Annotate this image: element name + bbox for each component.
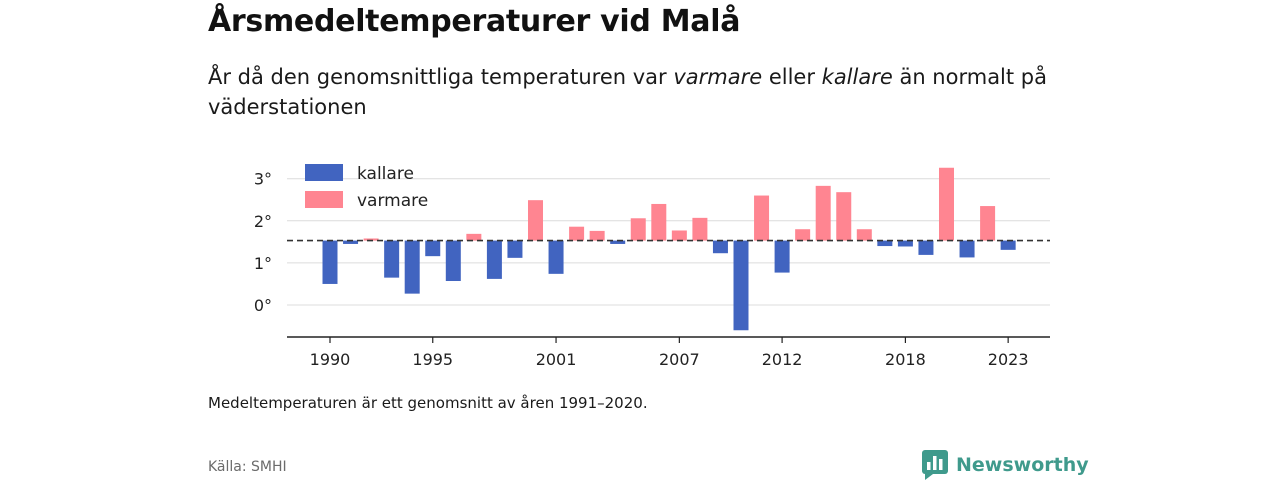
bar-2010 (733, 240, 749, 331)
subtitle-text-3: än normalt på väderstationen (208, 65, 1047, 119)
bar-2012 (774, 240, 790, 273)
bar-1994 (404, 240, 420, 294)
bar-2008 (692, 217, 708, 241)
bar-1992 (363, 238, 379, 241)
bar-2014 (815, 185, 831, 241)
bar-1998 (486, 240, 502, 279)
bar-2000 (528, 200, 543, 241)
bar-2007 (671, 230, 687, 241)
y-tick-label: 1° (254, 254, 272, 273)
x-tick-label: 2007 (659, 350, 700, 369)
bar-2019 (918, 240, 934, 255)
newsworthy-icon (922, 450, 948, 480)
footnote: Medeltemperaturen är ett genomsnitt av å… (208, 394, 648, 412)
bar-2018 (897, 240, 913, 247)
x-tick-label: 2023 (988, 350, 1029, 369)
chart-subtitle: År då den genomsnittliga temperaturen va… (208, 62, 1068, 122)
bar-1999 (507, 240, 523, 258)
bar-2002 (569, 226, 585, 241)
bar-2001 (548, 240, 564, 274)
x-tick-label: 2012 (762, 350, 803, 369)
y-tick-label: 2° (254, 212, 272, 231)
bar-2021 (959, 240, 975, 258)
bar-2022 (980, 206, 996, 241)
legend-label-warmer: varmare (357, 191, 428, 211)
y-tick-label: 3° (254, 170, 272, 189)
source-label: Källa: SMHI (208, 459, 287, 475)
bar-2023 (1000, 240, 1016, 250)
x-tick-label: 1990 (310, 350, 351, 369)
bar-1996 (445, 240, 461, 282)
bar-2016 (856, 229, 872, 241)
bar-1993 (384, 240, 400, 278)
bar-2004 (610, 240, 626, 244)
brand-name: Newsworthy (956, 454, 1089, 476)
temperature-bar-chart: 0° 1° 2° 3° 1990 1995 2001 2007 2012 2018 2023 kall… (254, 164, 1050, 369)
x-tick-label: 2018 (885, 350, 926, 369)
subtitle-text-2: eller (762, 65, 822, 89)
subtitle-warmer-word: varmare (673, 65, 763, 89)
legend-swatch-colder (305, 164, 343, 181)
subtitle-colder-word: kallare (821, 65, 893, 89)
bar-2011 (754, 195, 770, 241)
bar-2005 (630, 218, 646, 241)
bar-2017 (877, 240, 893, 247)
x-tick-label: 1995 (412, 350, 453, 369)
bar-2006 (651, 203, 667, 241)
brand-logo[interactable]: Newsworthy (922, 450, 1089, 480)
bar-1990 (322, 240, 338, 284)
bar-2020 (939, 167, 954, 241)
bar-1991 (343, 240, 359, 244)
x-tick-label: 2001 (536, 350, 577, 369)
chart-title: Årsmedeltemperaturer vid Malå (208, 4, 741, 39)
bar-2003 (589, 230, 605, 241)
legend-swatch-warmer (305, 191, 343, 208)
bar-2013 (795, 229, 811, 241)
bar-1997 (466, 233, 482, 241)
legend-label-colder: kallare (357, 164, 414, 184)
subtitle-text-1: År då den genomsnittliga temperaturen va… (208, 65, 674, 89)
bar-2015 (836, 192, 852, 241)
bar-2009 (712, 240, 728, 254)
bar-1995 (425, 240, 441, 257)
y-tick-label: 0° (254, 296, 272, 315)
